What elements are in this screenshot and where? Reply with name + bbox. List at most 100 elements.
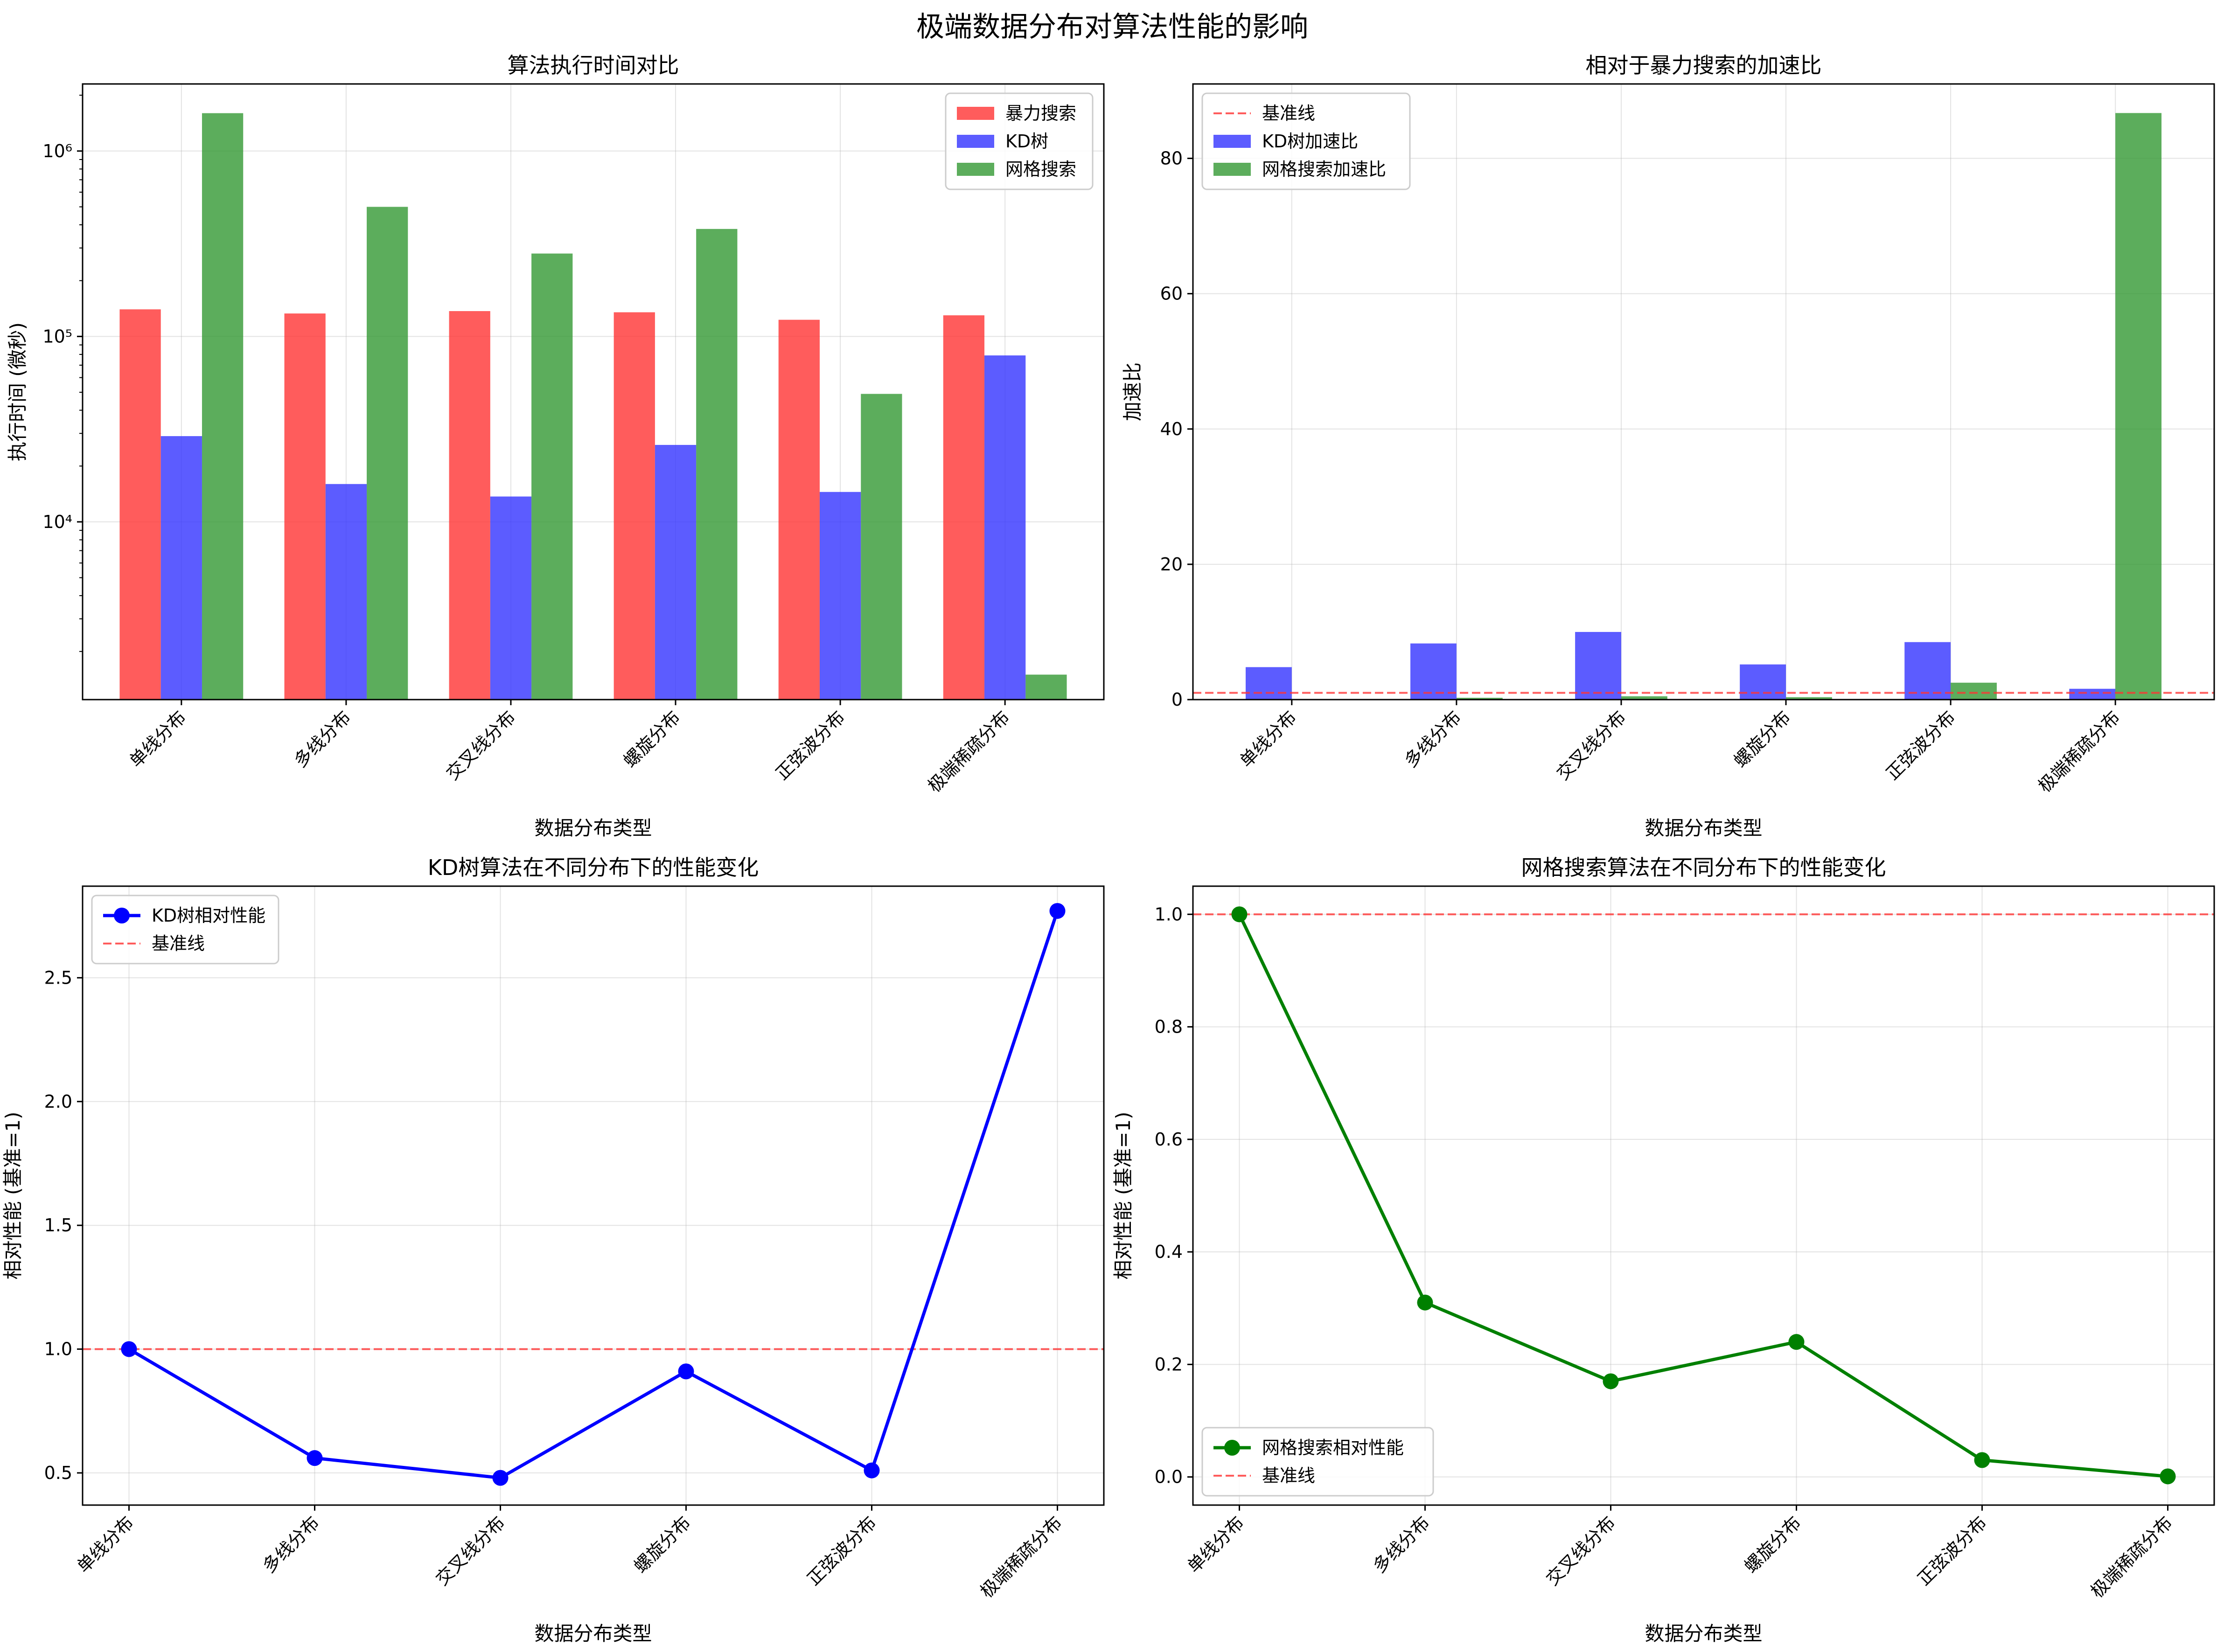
x-tick-label: 交叉线分布 <box>1542 1512 1619 1589</box>
series-1 <box>160 355 1026 700</box>
x-tick-label: 螺旋分布 <box>1740 1512 1805 1577</box>
x-tick-label: 极端稀疏分布 <box>924 707 1013 796</box>
x-tick-label: 正弦波分布 <box>772 707 849 784</box>
legend-swatch <box>957 163 994 176</box>
data-point <box>1603 1373 1619 1389</box>
y-axis-label: 执行时间 (微秒) <box>6 322 29 461</box>
legend-frame <box>91 895 279 965</box>
bar <box>449 311 490 700</box>
y-ticks: 0.5 1.0 1.5 2.0 2.5 <box>44 967 83 1483</box>
legend-label: 网格搜索 <box>1005 159 1076 180</box>
legend-marker <box>1224 1440 1240 1456</box>
x-tick-label: 正弦波分布 <box>1913 1512 1990 1589</box>
legend-swatch <box>957 135 994 148</box>
data-point <box>864 1462 880 1478</box>
axes-frame <box>82 885 1105 1506</box>
x-tick-label: 交叉线分布 <box>432 1512 509 1589</box>
data-point <box>307 1450 323 1466</box>
y-tick-label: 0.8 <box>1155 1017 1183 1037</box>
x-tick-label: 极端稀疏分布 <box>2034 707 2124 796</box>
x-tick-label: 螺旋分布 <box>630 1512 695 1577</box>
chart-kd-relative: 0.5 1.0 1.5 2.0 2.5 单线分布 多线分布 交叉线分布 螺旋分布 正弦波分布 极端稀… <box>1 855 1105 1645</box>
y-tick-label: 1.0 <box>44 1339 72 1360</box>
x-axis-label: 数据分布类型 <box>1645 817 1762 840</box>
bar <box>1575 632 1621 700</box>
x-ticks: 单线分布 多线分布 交叉线分布 螺旋分布 正弦波分布 极端稀疏分布 <box>73 1505 1066 1602</box>
x-tick-label: 极端稀疏分布 <box>976 1512 1066 1602</box>
x-tick-label: 螺旋分布 <box>620 707 684 771</box>
grid-lines <box>1193 886 2214 1505</box>
y-tick-label: 0.6 <box>1155 1129 1183 1150</box>
x-tick-label: 单线分布 <box>125 707 190 771</box>
y-tick-label: 0.4 <box>1155 1242 1183 1262</box>
bar <box>1740 664 1786 700</box>
data-point <box>121 1341 137 1357</box>
chart-execution-time: 10⁴ 10⁵ 10⁶ 单线分布 多线分布 交叉线分布 螺旋分布 正弦波分布 极端稀疏分布 算法执… <box>6 53 1105 840</box>
data-point <box>1049 903 1066 919</box>
bar <box>943 315 985 700</box>
y-tick-label: 1.0 <box>1155 904 1183 924</box>
bar <box>1786 697 1832 700</box>
series-0 <box>121 903 1066 1486</box>
y-axis-label: 加速比 <box>1121 362 1144 421</box>
y-ticks: 0.0 0.2 0.4 0.6 0.8 1.0 <box>1155 904 1193 1487</box>
bar <box>1951 682 1997 700</box>
data-point <box>1788 1334 1805 1350</box>
bar <box>655 444 697 700</box>
legend-marker <box>114 908 130 923</box>
chart-title: 网格搜索算法在不同分布下的性能变化 <box>1521 855 1886 880</box>
series-line <box>128 910 1059 1480</box>
chart-title: 算法执行时间对比 <box>508 53 679 78</box>
x-ticks: 单线分布 多线分布 交叉线分布 螺旋分布 正弦波分布 极端稀疏分布 <box>1236 700 2124 797</box>
y-tick-label: 1.5 <box>44 1215 72 1236</box>
series-0 <box>1245 632 2116 700</box>
legend-frame <box>1201 1427 1434 1497</box>
bar <box>1410 643 1457 700</box>
y-tick-label: 0.2 <box>1155 1354 1183 1374</box>
bar <box>367 207 408 700</box>
x-tick-label: 极端稀疏分布 <box>2087 1512 2176 1602</box>
legend-swatch <box>1213 135 1251 148</box>
bar <box>2115 113 2162 700</box>
bar <box>531 253 573 700</box>
bar <box>778 319 820 700</box>
bar <box>861 394 902 700</box>
legend-swatch <box>1213 163 1251 176</box>
x-tick-label: 多线分布 <box>1369 1512 1434 1577</box>
y-tick-label: 80 <box>1160 148 1183 169</box>
x-tick-label: 多线分布 <box>290 707 355 771</box>
chart-grid-relative: 0.0 0.2 0.4 0.6 0.8 1.0 单线分布 多线分布 交叉线分布 螺旋分布 正弦波分布… <box>1112 855 2215 1645</box>
legend-swatch <box>957 107 994 120</box>
y-axis-label: 相对性能 (基准=1) <box>1 1111 24 1279</box>
y-ticks: 10⁴ 10⁵ 10⁶ <box>42 95 83 652</box>
chart-title: KD树算法在不同分布下的性能变化 <box>428 855 759 880</box>
x-axis-label: 数据分布类型 <box>534 817 652 840</box>
x-tick-label: 多线分布 <box>1401 707 1465 771</box>
figure-title: 极端数据分布对算法性能的影响 <box>916 11 1308 43</box>
legend-label: 基准线 <box>1262 1465 1315 1486</box>
y-tick-label: 2.0 <box>44 1091 72 1112</box>
data-point <box>1974 1452 1990 1468</box>
bar <box>1456 698 1503 700</box>
legend-label: KD树加速比 <box>1262 131 1358 152</box>
bar <box>1025 674 1067 700</box>
bar <box>984 355 1026 700</box>
series-0 <box>1231 906 2176 1485</box>
x-axis-label: 数据分布类型 <box>1645 1622 1762 1645</box>
series-1 <box>1291 113 2162 700</box>
data-point <box>2160 1468 2176 1485</box>
legend-label: 基准线 <box>152 933 205 954</box>
bar <box>284 313 326 700</box>
axes-frame <box>1192 83 2215 701</box>
axes-frame <box>1192 885 2215 1506</box>
x-tick-label: 多线分布 <box>258 1512 323 1577</box>
bar <box>614 312 655 700</box>
series-0 <box>119 309 985 700</box>
y-tick-label: 0.5 <box>44 1463 72 1483</box>
x-tick-label: 单线分布 <box>1183 1512 1248 1577</box>
legend-label: KD树 <box>1005 131 1048 152</box>
chart-title: 相对于暴力搜索的加速比 <box>1586 53 1822 78</box>
